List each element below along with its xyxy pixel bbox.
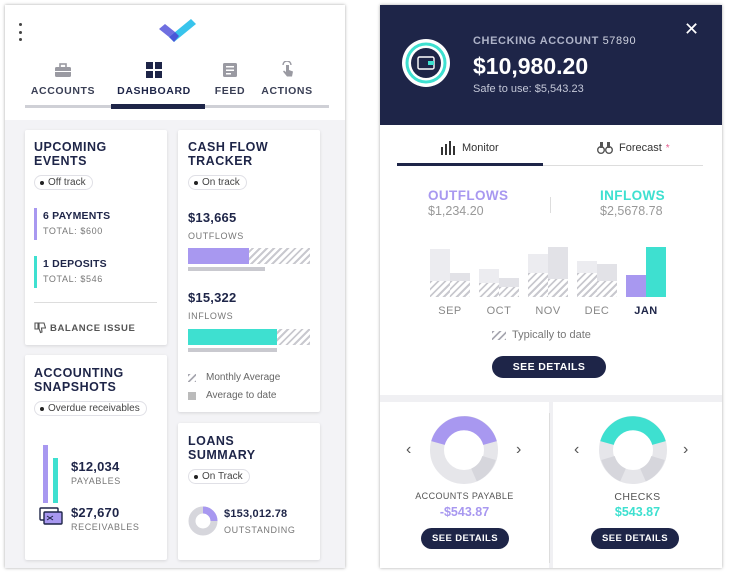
month-label: DEC bbox=[584, 305, 610, 317]
deposits-marker bbox=[34, 256, 37, 288]
bar-chart-icon bbox=[441, 141, 455, 155]
month-label: OCT bbox=[486, 305, 512, 317]
inflows-average-bar bbox=[188, 348, 277, 352]
outflows-bar bbox=[188, 248, 310, 264]
month-label: SEP bbox=[438, 305, 462, 317]
wallet-avatar-icon bbox=[402, 39, 450, 87]
account-title: CHECKING ACCOUNT 57890 bbox=[473, 35, 637, 47]
tab-forecast[interactable]: Forecast * bbox=[597, 141, 670, 155]
close-icon[interactable]: ✕ bbox=[684, 19, 700, 39]
dashboard-panel: ACCOUNTS DASHBOARD FEED ACTIONS UPCOMING… bbox=[5, 5, 345, 568]
hatch-swatch-icon bbox=[492, 330, 506, 340]
inflows-label: INFLOWS bbox=[188, 311, 234, 321]
divider bbox=[549, 413, 550, 563]
status-badge: On track bbox=[188, 175, 247, 190]
loans-outstanding: $153,012.78 OUTSTANDING bbox=[224, 508, 296, 535]
inflows-summary: INFLOWS $2,5678.78 bbox=[600, 188, 666, 218]
accounting-snapshots-card[interactable]: ACCOUNTING SNAPSHOTS Overdue receivables … bbox=[25, 355, 167, 560]
payables-summary: $12,034 PAYABLES bbox=[71, 459, 121, 486]
loan-donut-chart bbox=[188, 506, 218, 536]
balance-issue-link[interactable]: BALANCE ISSUE bbox=[34, 322, 135, 334]
tab-divider bbox=[397, 165, 703, 166]
tab-label: DASHBOARD bbox=[117, 85, 191, 97]
inflows-value: $15,322 bbox=[188, 290, 237, 305]
month-label: NOV bbox=[535, 305, 561, 317]
tab-accounts[interactable]: ACCOUNTS bbox=[18, 61, 108, 105]
outflows-value: $13,665 bbox=[188, 210, 237, 225]
card-title: LOANS SUMMARY bbox=[188, 434, 256, 462]
account-balance: $10,980.20 bbox=[473, 53, 589, 79]
loans-summary-card[interactable]: LOANS SUMMARY On Track $153,012.78 OUTSTA… bbox=[178, 423, 320, 560]
payable-value: -$543.87 bbox=[439, 505, 490, 519]
checks-label: CHECKS bbox=[614, 491, 661, 503]
tab-dashboard[interactable]: DASHBOARD bbox=[109, 61, 199, 105]
solid-swatch-icon bbox=[188, 391, 196, 400]
month-bar-dec bbox=[577, 249, 617, 297]
card-title: CASH FLOW TRACKER bbox=[188, 140, 269, 168]
chart-legend: Typically to date bbox=[492, 329, 591, 341]
legend-monthly: Monthly Average bbox=[188, 372, 280, 383]
divider bbox=[550, 197, 551, 213]
deposits-summary: 1 DEPOSITS TOTAL: $546 bbox=[43, 258, 107, 284]
briefcase-icon bbox=[55, 62, 71, 77]
card-title: ACCOUNTING SNAPSHOTS bbox=[34, 366, 124, 394]
tab-label: ACTIONS bbox=[261, 85, 313, 97]
checks-value: $543.87 bbox=[614, 505, 661, 519]
thumbs-down-icon bbox=[34, 322, 46, 334]
month-bar-jan bbox=[626, 247, 666, 297]
safe-to-use: Safe to use: $5,543.23 bbox=[473, 83, 584, 95]
status-badge: On Track bbox=[188, 469, 250, 484]
outflows-label: OUTFLOWS bbox=[188, 231, 244, 241]
forecast-badge-icon: * bbox=[665, 142, 670, 154]
legend-todate: Average to date bbox=[188, 390, 276, 401]
payable-donut-chart bbox=[430, 416, 498, 484]
upcoming-events-card[interactable]: UPCOMING EVENTS Off track 6 PAYMENTS TOTA… bbox=[25, 130, 167, 345]
payable-see-details-button[interactable]: SEE DETAILS bbox=[421, 528, 509, 549]
payable-label: ACCOUNTS PAYABLE bbox=[415, 491, 514, 501]
receivables-summary: $27,670 RECEIVABLES bbox=[71, 505, 140, 532]
account-panel: CHECKING ACCOUNT 57890 $10,980.20 Safe t… bbox=[380, 5, 722, 568]
checks-see-details-button[interactable]: SEE DETAILS bbox=[591, 528, 679, 549]
outflows-average-bar bbox=[188, 267, 265, 271]
inflows-bar bbox=[188, 329, 310, 345]
tab-label: ACCOUNTS bbox=[30, 85, 96, 97]
status-badge: Off track bbox=[34, 175, 93, 190]
card-title: UPCOMING EVENTS bbox=[34, 140, 107, 168]
more-menu-icon[interactable] bbox=[16, 23, 24, 41]
status-badge: Overdue receivables bbox=[34, 401, 147, 416]
month-bar-oct bbox=[479, 249, 519, 297]
account-header: CHECKING ACCOUNT 57890 $10,980.20 Safe t… bbox=[380, 5, 722, 125]
feed-icon bbox=[223, 63, 237, 77]
month-bar-sep bbox=[430, 249, 470, 297]
active-tab-indicator bbox=[111, 104, 205, 109]
month-bar-nov bbox=[528, 247, 568, 297]
tab-monitor[interactable]: Monitor bbox=[440, 141, 499, 155]
binoculars-icon bbox=[597, 142, 613, 154]
receivables-bar bbox=[53, 458, 58, 503]
chevron-right-icon[interactable]: › bbox=[683, 441, 689, 458]
dashboard-icon bbox=[146, 62, 162, 78]
chevron-left-icon[interactable]: ‹ bbox=[574, 441, 580, 458]
chevron-right-icon[interactable]: › bbox=[516, 441, 522, 458]
top-nav: ACCOUNTS DASHBOARD FEED ACTIONS bbox=[5, 5, 345, 120]
outflows-summary: OUTFLOWS $1,234.20 bbox=[428, 188, 509, 218]
divider bbox=[34, 302, 157, 303]
hatch-swatch-icon bbox=[188, 373, 196, 382]
payments-summary: 6 PAYMENTS TOTAL: $600 bbox=[43, 210, 111, 236]
payables-bar bbox=[43, 445, 48, 503]
tab-feed[interactable]: FEED bbox=[185, 61, 275, 105]
tab-label: FEED bbox=[214, 85, 246, 97]
tab-actions[interactable]: ACTIONS bbox=[242, 61, 332, 105]
chevron-left-icon[interactable]: ‹ bbox=[406, 441, 412, 458]
receipt-icon bbox=[39, 507, 63, 525]
checks-donut-chart bbox=[599, 416, 667, 484]
hand-tap-icon bbox=[282, 61, 293, 77]
cash-flow-card[interactable]: CASH FLOW TRACKER On track $13,665 OUTFLO… bbox=[178, 130, 320, 412]
month-label: JAN bbox=[634, 305, 658, 317]
app-logo bbox=[159, 19, 196, 42]
see-details-button[interactable]: SEE DETAILS bbox=[492, 356, 606, 378]
active-tab-indicator bbox=[397, 163, 543, 166]
payments-marker bbox=[34, 208, 37, 240]
